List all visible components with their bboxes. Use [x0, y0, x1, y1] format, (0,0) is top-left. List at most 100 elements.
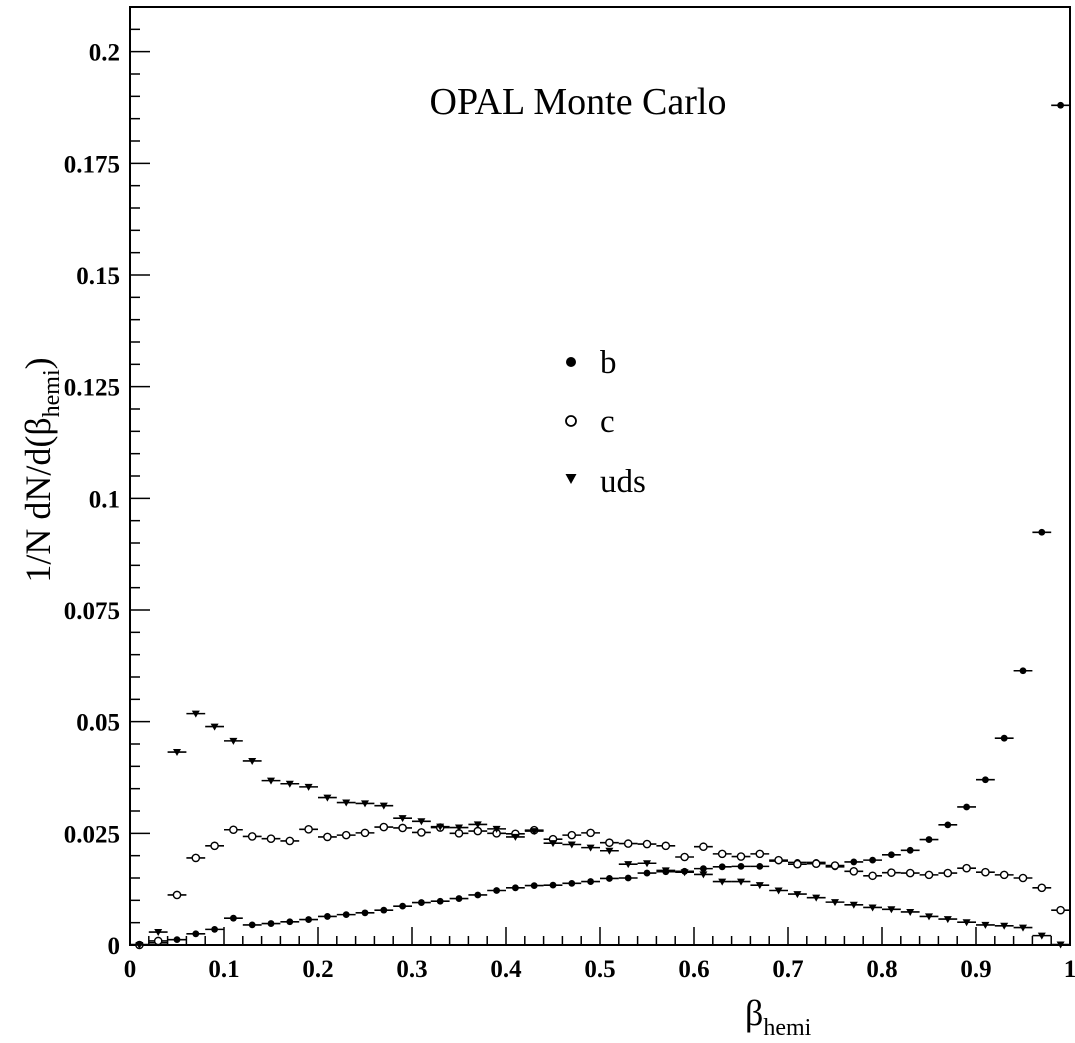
data-point-b — [606, 875, 613, 882]
data-point-c — [905, 868, 915, 878]
legend-label-uds: uds — [600, 464, 646, 500]
data-point-c — [1037, 883, 1047, 893]
data-point-b — [418, 899, 425, 906]
data-point-uds — [191, 710, 200, 718]
data-point-b — [474, 891, 482, 899]
data-point-uds — [774, 887, 783, 895]
data-point-b — [305, 916, 312, 923]
data-point-uds — [906, 908, 915, 916]
data-point-c — [567, 830, 577, 840]
legend-item-b: b — [566, 345, 617, 381]
data-point-uds — [943, 916, 952, 924]
x-axis-label-main: β — [745, 993, 763, 1033]
y-tick-label: 0.175 — [64, 151, 120, 178]
data-point-uds — [586, 844, 595, 852]
data-point-uds — [981, 921, 990, 929]
data-point-c — [642, 839, 652, 849]
y-tick-label: 0.025 — [64, 821, 120, 848]
data-point-b — [192, 930, 200, 938]
x-axis-label-sub: hemi — [763, 1015, 811, 1041]
data-point-uds — [643, 860, 651, 868]
chart-title: OPAL Monte Carlo — [430, 81, 727, 123]
data-point-uds — [925, 913, 933, 921]
data-point-b — [737, 862, 745, 870]
data-point-uds — [229, 737, 238, 745]
data-point-b — [324, 913, 331, 920]
data-point-b — [286, 918, 294, 926]
data-point-b — [869, 856, 876, 864]
x-axis-ticks: 0 0.1 0.2 0.3 0.4 0.5 0.6 0.7 0.8 0.9 1 — [124, 927, 1075, 983]
data-point-uds — [1019, 924, 1027, 932]
x-tick-label: 0.5 — [584, 956, 615, 983]
data-point-c — [417, 828, 426, 837]
data-point-uds — [887, 906, 896, 914]
data-point-b — [230, 914, 237, 922]
legend-marker-uds — [565, 474, 577, 484]
data-point-c — [981, 867, 990, 877]
data-point-uds — [436, 823, 445, 831]
data-point-uds — [530, 828, 539, 836]
data-point-c — [605, 838, 614, 848]
y-axis-label-pre: 1/N dN/d(β — [18, 417, 58, 582]
x-tick-label: 0.3 — [396, 956, 427, 983]
data-point-c — [210, 841, 219, 851]
data-point-b — [248, 921, 256, 929]
data-point-c — [943, 868, 953, 878]
data-point-uds — [624, 861, 633, 869]
x-tick-label: 0.9 — [960, 956, 991, 983]
x-tick-label: 0.6 — [678, 956, 709, 983]
data-point-c — [793, 859, 802, 869]
data-point-c — [229, 825, 238, 835]
data-point-c — [379, 822, 389, 832]
data-point-uds — [304, 783, 313, 791]
y-tick-label: 0.15 — [76, 263, 120, 290]
data-point-uds — [361, 800, 369, 808]
data-point-uds — [417, 818, 426, 826]
data-point-b — [530, 882, 538, 889]
data-point-uds — [962, 919, 971, 927]
data-point-uds — [549, 840, 557, 848]
series-b — [130, 101, 1070, 948]
data-point-b — [267, 920, 275, 927]
data-point-uds — [831, 899, 839, 907]
x-tick-label: 0.8 — [866, 956, 897, 983]
y-axis-label: 1/N dN/d(βhemi) — [18, 357, 65, 582]
data-point-c — [680, 852, 689, 862]
data-point-uds — [154, 929, 163, 937]
data-point-uds — [1000, 922, 1009, 930]
data-point-b — [512, 884, 519, 892]
data-point-c — [849, 867, 859, 876]
data-point-c — [699, 842, 708, 852]
x-axis-label: βhemi — [745, 993, 812, 1041]
legend-marker-c — [565, 415, 577, 427]
data-point-uds — [492, 825, 501, 833]
legend-marker-b — [566, 357, 576, 367]
y-tick-label: 0.2 — [89, 40, 120, 67]
data-series — [130, 101, 1070, 950]
data-point-c — [924, 870, 934, 880]
data-point-c — [736, 852, 746, 861]
data-point-uds — [398, 815, 407, 823]
data-point-b — [925, 836, 933, 843]
data-point-b — [380, 906, 388, 914]
data-point-uds — [1056, 941, 1065, 949]
data-point-b — [399, 902, 406, 910]
x-tick-label: 0.4 — [490, 956, 522, 983]
data-point-b — [455, 895, 463, 902]
data-point-b — [700, 865, 707, 873]
data-point-b — [211, 925, 219, 933]
data-point-uds — [812, 894, 821, 902]
data-point-uds — [737, 878, 745, 886]
data-point-c — [191, 853, 201, 863]
data-point-c — [153, 936, 163, 946]
data-point-b — [850, 858, 858, 866]
y-tick-label: 0 — [108, 933, 121, 960]
data-point-uds — [285, 780, 294, 788]
x-tick-label: 0.7 — [772, 956, 803, 983]
data-point-uds — [699, 871, 708, 879]
data-point-c — [755, 849, 765, 859]
y-tick-label: 0.1 — [89, 486, 120, 513]
x-tick-label: 0 — [124, 956, 137, 983]
data-point-c — [473, 826, 483, 836]
